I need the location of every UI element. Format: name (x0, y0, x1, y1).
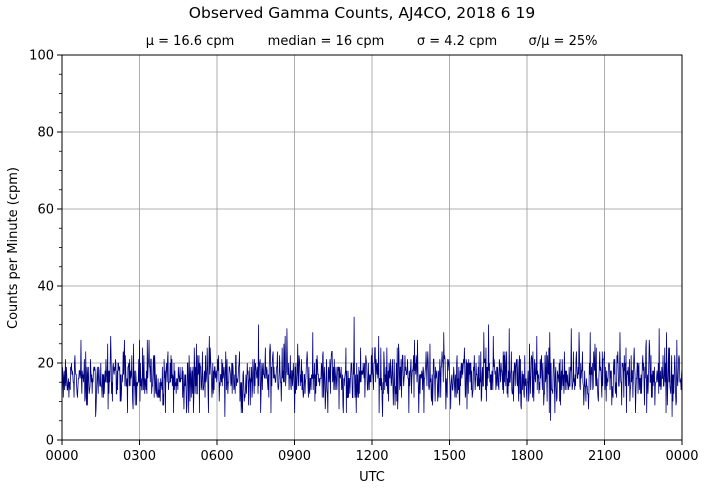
x-tick-label: 0000 (45, 449, 78, 464)
stat-mean: μ = 16.6 cpm (146, 34, 235, 49)
y-tick-label: 100 (29, 49, 54, 64)
series-line (61, 316, 683, 421)
stat-median: median = 16 cpm (268, 34, 385, 49)
x-tick-label: 1200 (355, 449, 388, 464)
y-tick-label: 0 (46, 434, 54, 449)
y-tick-label: 40 (37, 280, 54, 295)
y-tick-label: 20 (37, 357, 54, 372)
x-tick-label: 0300 (123, 449, 156, 464)
x-axis: 0000 0300 0600 0900 1200 1500 1800 2100 0000 (45, 440, 699, 464)
grid-lines (62, 55, 682, 440)
x-tick-label: 1800 (510, 449, 543, 464)
x-tick-label: 1500 (433, 449, 466, 464)
y-axis-label: Counts per Minute (cpm) (6, 167, 21, 329)
y-tick-label: 80 (37, 126, 54, 141)
x-tick-label: 0900 (278, 449, 311, 464)
y-tick-label: 60 (37, 203, 54, 218)
y-axis: 0 20 40 60 80 100 (29, 49, 62, 449)
stat-sigma: σ = 4.2 cpm (417, 34, 497, 49)
x-tick-label: 0000 (665, 449, 698, 464)
chart-title: Observed Gamma Counts, AJ4CO, 2018 6 19 (189, 4, 535, 22)
x-tick-label: 2100 (588, 449, 621, 464)
x-tick-label: 0600 (200, 449, 233, 464)
stat-sigma-over-mean: σ/μ = 25% (529, 34, 598, 49)
x-axis-label: UTC (359, 470, 385, 485)
